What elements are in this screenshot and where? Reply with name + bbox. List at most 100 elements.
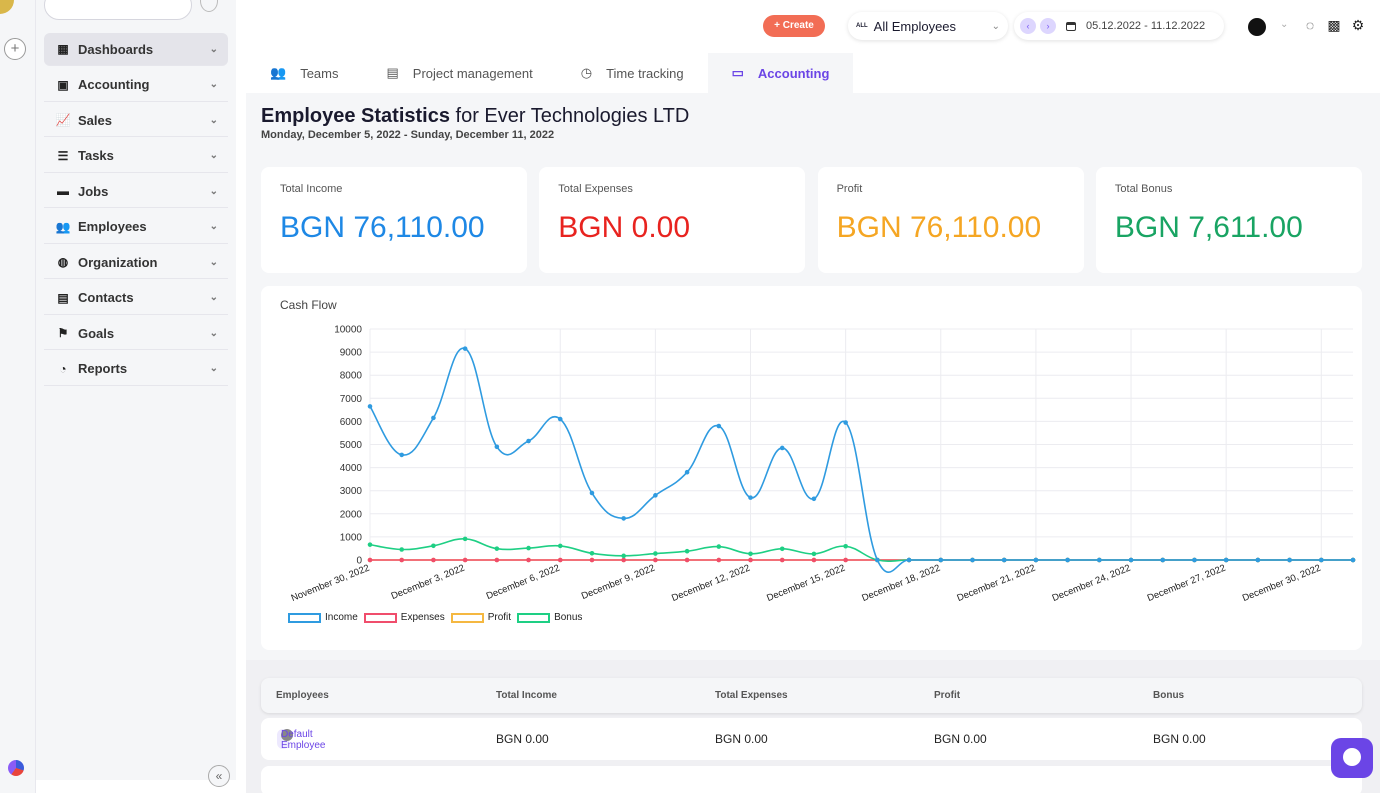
data-point-bonus[interactable] [716,544,722,549]
data-point-expenses[interactable] [653,557,658,563]
sidebar-item-contacts[interactable]: ▤ Contacts ⌄ [44,282,228,315]
data-point-income[interactable] [367,404,373,409]
sidebar-item-jobs[interactable]: ▬ Jobs ⌄ [44,175,228,208]
data-point-income[interactable] [843,420,848,425]
data-point-income[interactable] [1287,557,1292,563]
data-point-expenses[interactable] [431,557,436,563]
sidebar-item-sales[interactable]: 📈 Sales ⌄ [44,104,228,137]
data-point-expenses[interactable] [843,557,848,563]
data-point-bonus[interactable] [462,536,468,542]
data-point-expenses[interactable] [399,557,405,563]
data-point-bonus[interactable] [494,546,500,551]
data-point-income[interactable] [779,445,785,451]
employee-chip[interactable]: Default Employee [277,729,325,751]
sidebar-toggle-icon[interactable] [200,0,218,12]
sidebar-item-goals[interactable]: ⚑ Goals ⌄ [44,317,228,350]
data-point-expenses[interactable] [748,557,753,563]
data-point-income[interactable] [1160,557,1166,563]
data-point-income[interactable] [653,493,658,498]
user-avatar[interactable] [1248,18,1266,36]
data-point-income[interactable] [621,516,626,521]
chat-icon[interactable]: ◌ [1305,17,1315,33]
data-point-expenses[interactable] [494,557,500,563]
data-point-bonus[interactable] [589,551,595,556]
data-point-income[interactable] [1223,557,1229,563]
sidebar-item-organization[interactable]: ◍ Organization ⌄ [44,246,228,279]
data-point-income[interactable] [1255,557,1261,563]
tab-project-management[interactable]: ▤ Project management [362,53,556,93]
data-point-bonus[interactable] [843,543,848,549]
tab-accounting[interactable]: ▭ Accounting [707,53,854,93]
data-point-expenses[interactable] [367,557,373,563]
data-point-income[interactable] [1350,557,1356,563]
data-point-expenses[interactable] [557,557,563,563]
gear-icon[interactable]: ⚙ [1351,17,1365,33]
data-point-bonus[interactable] [621,553,626,559]
sidebar-search-input[interactable] [44,0,192,20]
data-point-bonus[interactable] [779,546,785,552]
sidebar-item-dashboards[interactable]: ▦ Dashboards ⌄ [44,33,228,66]
create-button[interactable]: + Create [763,15,825,37]
data-point-expenses[interactable] [462,557,468,563]
data-point-income[interactable] [557,416,563,422]
data-point-expenses[interactable] [589,557,595,563]
data-point-income[interactable] [462,346,468,351]
gift-icon[interactable]: ▩ [1327,17,1341,33]
data-point-expenses[interactable] [684,557,690,563]
collapse-sidebar-button[interactable]: « [208,765,230,787]
previous-period-button[interactable]: ‹ [1020,18,1036,34]
data-point-bonus[interactable] [811,551,817,557]
data-point-bonus[interactable] [399,547,405,552]
data-point-income[interactable] [1192,557,1197,563]
data-point-bonus[interactable] [526,545,531,551]
date-range-picker[interactable]: ‹ › 05.12.2022 - 11.12.2022 [1014,12,1224,40]
data-point-bonus[interactable] [653,551,658,556]
support-chat-button[interactable] [1331,738,1373,778]
data-point-income[interactable] [906,557,912,563]
legend-item-bonus[interactable]: Bonus [517,612,582,623]
table-row[interactable]: Default Employee BGN 0.00 BGN 0.00 BGN 0.00… [261,718,1362,760]
sidebar-item-reports[interactable]: ◔ Reports ⌄ [44,353,228,386]
data-point-expenses[interactable] [526,557,531,563]
sidebar-item-accounting[interactable]: ▣ Accounting ⌄ [44,69,228,102]
data-point-income[interactable] [938,557,944,563]
data-point-income[interactable] [970,557,975,563]
data-point-income[interactable] [1065,557,1070,563]
tab-teams[interactable]: 👥 Teams [246,53,362,93]
data-point-income[interactable] [431,415,436,421]
data-point-income[interactable] [684,469,690,475]
data-point-income[interactable] [1097,557,1102,563]
data-point-income[interactable] [1128,557,1134,563]
data-point-bonus[interactable] [557,543,563,549]
tab-time-tracking[interactable]: ◷ Time tracking [557,53,708,93]
legend-item-profit[interactable]: Profit [450,612,511,623]
data-point-expenses[interactable] [811,557,817,563]
legend-item-income[interactable]: Income [288,612,358,623]
data-point-expenses[interactable] [621,557,626,563]
table-row[interactable] [261,766,1362,793]
data-point-income[interactable] [1318,557,1324,563]
data-point-income[interactable] [399,452,405,458]
data-point-income[interactable] [1033,557,1039,563]
data-point-income[interactable] [875,557,880,563]
data-point-income[interactable] [526,438,531,444]
data-point-income[interactable] [589,490,595,496]
data-point-income[interactable] [748,495,753,500]
data-point-income[interactable] [1001,557,1007,563]
data-point-bonus[interactable] [684,548,690,554]
chevron-down-icon[interactable]: ⌄ [1280,19,1289,30]
data-point-income[interactable] [811,496,817,502]
sidebar-item-tasks[interactable]: ☰ Tasks ⌄ [44,140,228,173]
sidebar-item-employees[interactable]: 👥 Employees ⌄ [44,211,228,244]
employee-filter-select[interactable]: ALL All Employees ⌄ [848,12,1008,40]
data-point-income[interactable] [494,444,500,450]
legend-item-expenses[interactable]: Expenses [363,612,445,623]
data-point-bonus[interactable] [367,542,373,547]
data-point-bonus[interactable] [748,551,753,557]
add-workspace-button[interactable]: + [4,38,26,60]
data-point-bonus[interactable] [431,543,436,549]
next-period-button[interactable]: › [1040,18,1056,34]
data-point-income[interactable] [716,423,722,429]
data-point-expenses[interactable] [779,557,785,563]
data-point-expenses[interactable] [716,557,722,563]
